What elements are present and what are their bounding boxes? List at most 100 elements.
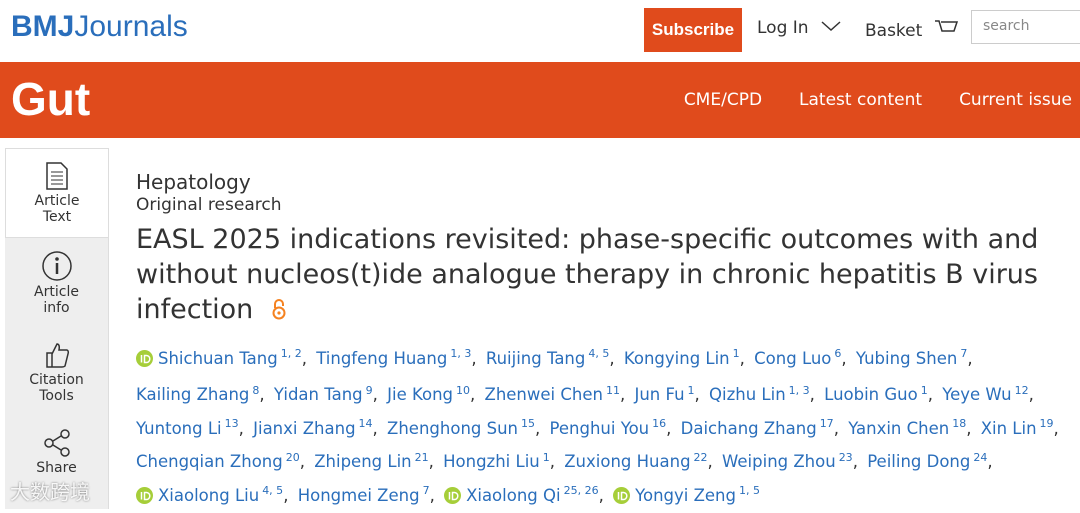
author: Hongzhi Liu 1 xyxy=(443,450,559,472)
author-affiliation[interactable]: 22 xyxy=(693,450,708,464)
author: Ruijing Tang 4, 5 xyxy=(485,347,619,368)
basket-link[interactable]: Basket xyxy=(865,18,958,41)
sidebar-tab[interactable]: Article Text xyxy=(5,148,108,238)
author-affiliation[interactable]: 25, 26 xyxy=(563,484,599,497)
author-affiliation[interactable]: 14 xyxy=(358,417,373,430)
search-input[interactable]: search xyxy=(971,10,1080,44)
author-affiliation[interactable]: 6 xyxy=(834,347,842,360)
author: Yidan Tang 9 xyxy=(273,383,382,405)
author-name[interactable]: Yongyi Zeng xyxy=(635,485,736,505)
author-affiliation[interactable]: 1, 2 xyxy=(280,347,302,360)
author-name[interactable]: Tingfeng Huang xyxy=(316,348,448,368)
author-affiliation[interactable]: 1, 3 xyxy=(788,383,810,397)
author-name[interactable]: Kailing Zhang xyxy=(136,385,250,404)
author-name[interactable]: Ruijing Tang xyxy=(485,348,586,368)
author-name[interactable]: Jun Fu xyxy=(634,385,685,404)
author-name[interactable]: Qizhu Lin xyxy=(709,385,786,404)
author-name[interactable]: Kongying Lin xyxy=(623,348,730,368)
author-affiliation[interactable]: 7 xyxy=(960,347,968,360)
author-name[interactable]: Zuxiong Huang xyxy=(564,452,691,471)
author-name[interactable]: Hongzhi Liu xyxy=(443,452,540,471)
tab-label: Article xyxy=(34,193,80,209)
author: Hongmei Zeng 7 xyxy=(297,484,439,505)
tab-label: Tools xyxy=(39,388,74,404)
nav-link[interactable]: CME/CPD xyxy=(683,90,763,110)
author: Xin Lin 19 xyxy=(980,417,1063,438)
author-name[interactable]: Yidan Tang xyxy=(273,385,363,404)
tab-icon xyxy=(43,429,70,457)
author-affiliation[interactable]: 4, 5 xyxy=(262,484,284,497)
orcid-icon[interactable] xyxy=(613,484,631,513)
author-affiliation[interactable]: 1 xyxy=(687,383,695,397)
author-name[interactable]: Yubing Shen xyxy=(855,348,958,368)
author-name[interactable]: Chengqian Zhong xyxy=(136,452,283,471)
nav-link[interactable]: Latest content xyxy=(799,90,923,110)
author-name[interactable]: Peiling Dong xyxy=(867,452,971,471)
orcid-glyph xyxy=(136,349,153,367)
author-name[interactable]: Zhenwei Chen xyxy=(484,385,603,404)
author-affiliation[interactable]: 17 xyxy=(819,417,834,430)
author-name[interactable]: Zhipeng Lin xyxy=(314,452,412,471)
sidebar-tab[interactable]: Article info xyxy=(5,250,108,316)
tab-icon xyxy=(45,343,69,368)
author: Yuntong Li 13 xyxy=(136,417,248,438)
author: Chengqian Zhong 20 xyxy=(136,450,309,472)
tab-icon xyxy=(41,251,72,281)
author-affiliation[interactable]: 11 xyxy=(605,383,620,397)
author-name[interactable]: Weiping Zhou xyxy=(722,452,836,471)
author-name[interactable]: Xin Lin xyxy=(980,418,1037,438)
author: Jun Fu 1 xyxy=(634,383,703,405)
orcid-icon[interactable] xyxy=(444,484,462,513)
author-affiliation[interactable]: 4, 5 xyxy=(588,347,610,360)
author-affiliation[interactable]: 13 xyxy=(224,417,239,430)
orcid-icon[interactable] xyxy=(136,347,153,376)
author-name[interactable]: Shichuan Tang xyxy=(158,348,278,368)
author-affiliation[interactable]: 9 xyxy=(365,383,373,397)
tab-label: Text xyxy=(42,209,72,225)
sidebar-tab[interactable]: Share xyxy=(5,428,108,476)
author-affiliation[interactable]: 18 xyxy=(952,417,967,430)
bmj-logo[interactable]: BMJJournals xyxy=(11,10,188,44)
author-affiliation[interactable]: 1 xyxy=(542,450,550,464)
orcid-icon[interactable] xyxy=(136,484,153,513)
author-name[interactable]: Xiaolong Liu xyxy=(158,485,260,505)
author: Xiaolong Liu 4, 5 xyxy=(136,484,292,505)
author-name[interactable]: Cong Luo xyxy=(754,348,832,368)
author-affiliation[interactable]: 12 xyxy=(1014,383,1029,397)
tab-label: Share xyxy=(36,460,77,476)
author-affiliation[interactable]: 20 xyxy=(285,450,300,464)
author-name[interactable]: Luobin Guo xyxy=(824,385,918,404)
author-affiliation[interactable]: 16 xyxy=(652,417,667,430)
author-name[interactable]: Yuntong Li xyxy=(136,418,222,438)
author-affiliation[interactable]: 10 xyxy=(456,383,471,397)
subscribe-button[interactable]: Subscribe xyxy=(644,8,742,52)
journal-name[interactable]: Gut xyxy=(11,73,91,125)
author-name[interactable]: Jie Kong xyxy=(387,385,454,404)
author-affiliation[interactable]: 1 xyxy=(920,383,928,397)
author-name[interactable]: Hongmei Zeng xyxy=(297,485,420,505)
author-name[interactable]: Zhenghong Sun xyxy=(387,418,519,438)
author-affiliation[interactable]: 21 xyxy=(414,450,429,464)
author-name[interactable]: Penghui You xyxy=(549,418,650,438)
author-affiliation[interactable]: 1 xyxy=(732,347,740,360)
author-name[interactable]: Yeye Wu xyxy=(942,385,1012,404)
sidebar-tab[interactable]: Citation Tools xyxy=(5,340,108,404)
author: Penghui You 16 xyxy=(549,417,676,438)
author-name[interactable]: Xiaolong Qi xyxy=(466,485,561,505)
author: Yongyi Zeng 1, 5 xyxy=(613,484,760,505)
author-affiliation[interactable]: 15 xyxy=(521,417,536,430)
logo-journals: Journals xyxy=(74,10,188,43)
author-affiliation[interactable]: 24 xyxy=(973,450,988,464)
author-affiliation[interactable]: 23 xyxy=(838,450,853,464)
author-affiliation[interactable]: 1, 3 xyxy=(450,347,472,360)
nav-link[interactable]: Current issue xyxy=(959,90,1072,110)
author-name[interactable]: Daichang Zhang xyxy=(680,418,817,438)
author-name[interactable]: Yanxin Chen xyxy=(848,418,950,438)
author-name[interactable]: Jianxi Zhang xyxy=(253,418,356,438)
author-affiliation[interactable]: 8 xyxy=(252,383,260,397)
login-menu[interactable]: Log In xyxy=(757,18,842,38)
author-affiliation[interactable]: 1, 5 xyxy=(739,484,760,497)
author-affiliation[interactable]: 7 xyxy=(422,484,430,497)
author: Weiping Zhou 23 xyxy=(722,450,862,472)
author-affiliation[interactable]: 19 xyxy=(1039,417,1054,430)
